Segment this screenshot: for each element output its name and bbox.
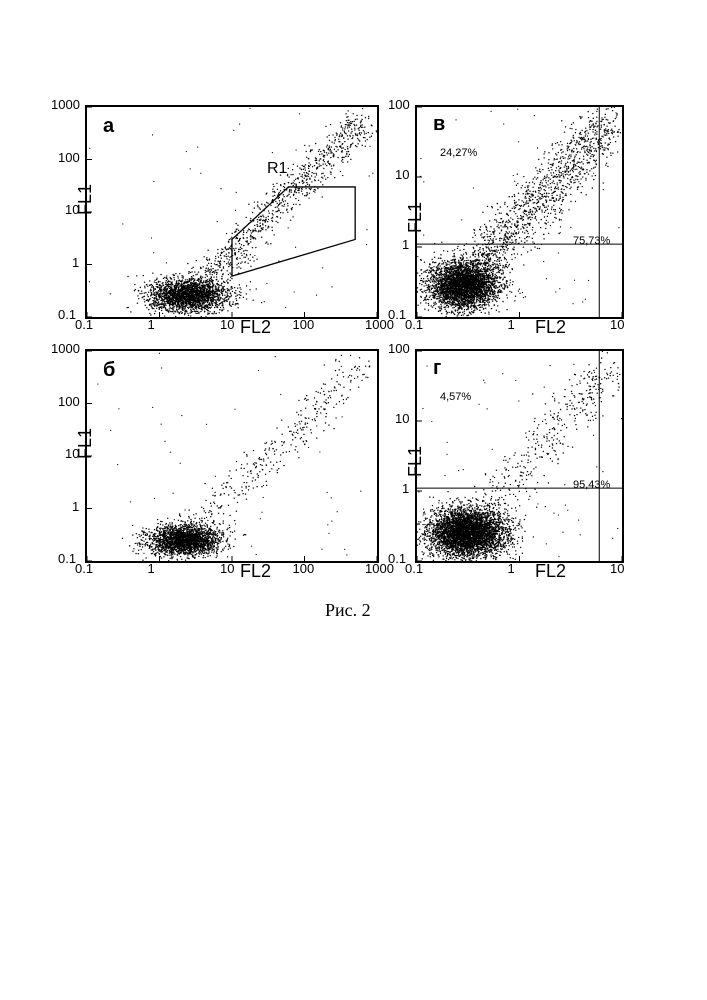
panel-letter-g: г (433, 357, 441, 380)
ytick: 0.1 (388, 551, 411, 566)
ytick: 10 (65, 202, 81, 217)
xtick: 1 (508, 561, 515, 576)
ytick: 1000 (51, 97, 81, 112)
xtick: 10 (220, 317, 234, 332)
pct-upper-v: 24,27% (440, 147, 477, 159)
ytick: 1 (402, 481, 411, 496)
figure-caption: Рис. 2 (325, 600, 371, 621)
xtick: 100 (293, 561, 315, 576)
figure-container: а R1 FL1 FL2 0.111010010000.11101001000 … (85, 105, 625, 563)
xtick: 10 (610, 317, 624, 332)
ytick: 100 (388, 341, 411, 356)
xlabel-b: FL2 (240, 561, 271, 582)
panel-b: б FL1 FL2 0.111010010000.11101001000 (85, 349, 375, 563)
ytick: 10 (65, 446, 81, 461)
ytick: 0.1 (58, 307, 81, 322)
xlabel-v: FL2 (535, 317, 566, 338)
gate-label-r1: R1 (267, 160, 287, 178)
ytick: 10 (395, 411, 411, 426)
ytick: 1 (72, 255, 81, 270)
row-2: б FL1 FL2 0.111010010000.11101001000 г 4… (85, 349, 625, 563)
xlabel-g: FL2 (535, 561, 566, 582)
xtick: 1 (148, 317, 155, 332)
row-1: а R1 FL1 FL2 0.111010010000.11101001000 … (85, 105, 625, 319)
ytick: 100 (58, 394, 81, 409)
pct-upper-g: 4,57% (440, 391, 471, 403)
panel-letter-v: в (433, 113, 445, 136)
pct-lower-g: 95,43% (573, 479, 610, 491)
xtick: 10 (610, 561, 624, 576)
xtick: 100 (293, 317, 315, 332)
ytick: 1 (402, 237, 411, 252)
panel-g: г 4,57% 95,43% FL1 FL2 0.11100.1110100 (415, 349, 620, 563)
xlabel-a: FL2 (240, 317, 271, 338)
ytick: 100 (388, 97, 411, 112)
ytick: 1 (72, 499, 81, 514)
xtick: 1 (508, 317, 515, 332)
ytick: 100 (58, 150, 81, 165)
ytick: 0.1 (58, 551, 81, 566)
panel-v: в 24,27% 75,73% FL1 FL2 0.11100.1110100 (415, 105, 620, 319)
scatter-plot-a (85, 105, 379, 319)
panel-letter-a: а (103, 115, 114, 138)
xtick: 10 (220, 561, 234, 576)
panel-a: а R1 FL1 FL2 0.111010010000.11101001000 (85, 105, 375, 319)
scatter-plot-v (415, 105, 624, 319)
ylabel-v: FL1 (405, 202, 426, 233)
scatter-plot-b (85, 349, 379, 563)
page: а R1 FL1 FL2 0.111010010000.11101001000 … (0, 0, 707, 1000)
ytick: 0.1 (388, 307, 411, 322)
panel-letter-b: б (103, 359, 115, 382)
ytick: 10 (395, 167, 411, 182)
ytick: 1000 (51, 341, 81, 356)
pct-lower-v: 75,73% (573, 235, 610, 247)
xtick: 1 (148, 561, 155, 576)
ylabel-g: FL1 (405, 446, 426, 477)
scatter-plot-g (415, 349, 624, 563)
